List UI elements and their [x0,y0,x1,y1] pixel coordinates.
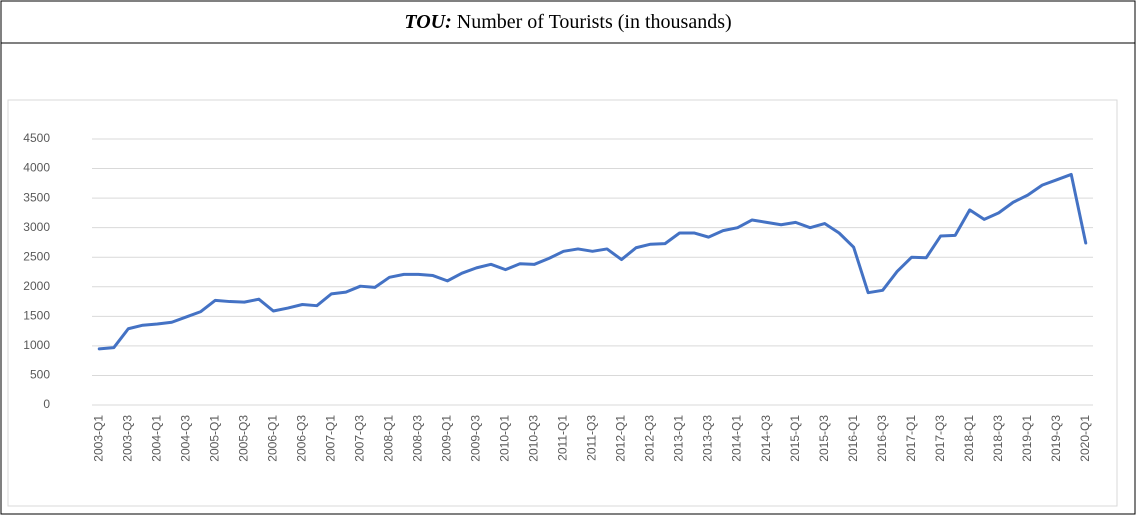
x-tick-label: 2005-Q1 [207,415,221,462]
x-tick-label: 2009-Q3 [469,415,483,462]
y-tick-label: 3500 [23,190,50,204]
x-tick-label: 2010-Q1 [498,415,512,462]
x-tick-label: 2015-Q1 [788,415,802,462]
x-tick-label: 2011-Q1 [556,415,570,461]
x-tick-label: 2012-Q3 [643,415,657,462]
y-tick-label: 0 [43,397,50,411]
x-tick-label: 2010-Q3 [527,415,541,462]
x-tick-label: 2017-Q1 [904,415,918,462]
x-tick-label: 2006-Q1 [266,415,280,462]
x-tick-label: 2013-Q1 [672,415,686,462]
x-tick-label: 2017-Q3 [933,415,947,462]
x-tick-label: 2009-Q1 [440,415,454,462]
x-tick-label: 2018-Q3 [991,415,1005,462]
x-tick-label: 2008-Q1 [382,415,396,462]
x-tick-label: 2006-Q3 [295,415,309,462]
y-tick-label: 2500 [23,249,50,263]
x-tick-label: 2014-Q1 [730,415,744,462]
x-tick-label: 2003-Q1 [91,415,105,462]
x-tick-label: 2011-Q3 [585,415,599,461]
y-tick-label: 500 [30,368,50,382]
chart-title: TOU: Number of Tourists (in thousands) [404,11,731,33]
x-tick-label: 2005-Q3 [236,415,250,462]
x-tick-label: 2019-Q3 [1049,415,1063,462]
y-tick-label: 2000 [23,279,50,293]
y-tick-label: 4500 [23,131,50,145]
data-line [97,172,1088,351]
x-tick-label: 2003-Q3 [120,415,134,462]
x-tick-label: 2020-Q1 [1078,415,1092,462]
x-tick-label: 2014-Q3 [759,415,773,462]
x-tick-label: 2018-Q1 [962,415,976,462]
x-tick-label: 2007-Q1 [324,415,338,462]
y-tick-label: 1000 [23,338,50,352]
y-tick-label: 3000 [23,220,50,234]
x-tick-label: 2004-Q3 [178,415,192,462]
x-tick-label: 2007-Q3 [353,415,367,462]
y-tick-label: 1500 [23,309,50,323]
x-tick-label: 2013-Q3 [701,415,715,462]
x-tick-label: 2012-Q1 [614,415,628,462]
x-tick-label: 2004-Q1 [149,415,163,462]
x-tick-label: 2016-Q1 [846,415,860,462]
x-tick-label: 2008-Q3 [411,415,425,462]
x-tick-label: 2015-Q3 [817,415,831,462]
x-tick-label: 2016-Q3 [875,415,889,462]
title-text: Number of Tourists (in thousands) [457,11,732,33]
title-emphasis: TOU: [404,11,451,33]
chart-area [7,99,1118,507]
x-tick-label: 2019-Q1 [1020,415,1034,462]
y-tick-label: 4000 [23,161,50,175]
